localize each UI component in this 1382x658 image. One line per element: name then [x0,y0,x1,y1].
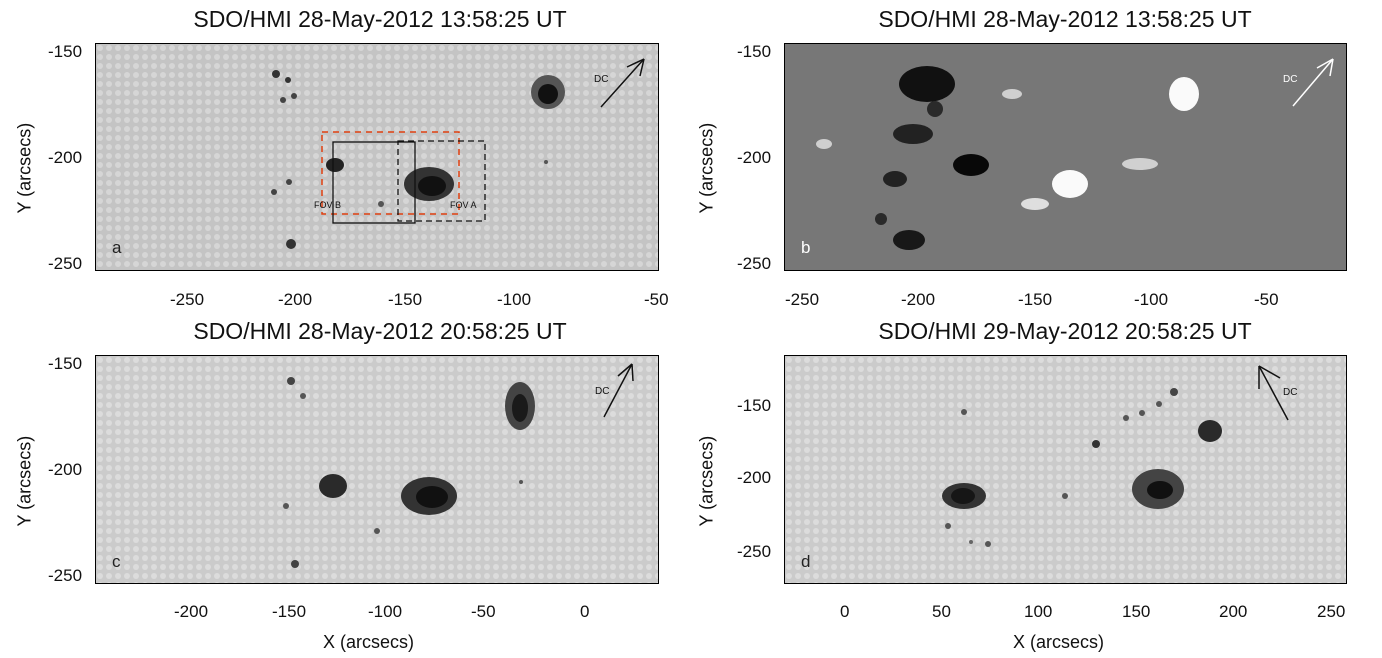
panel-c-xlabel: X (arcsecs) [323,632,415,652]
panel-c-ytick: -250 [48,566,83,585]
panel-a-image: DC FOV B FOV A a [95,43,659,271]
panel-b-xtick: -50 [1254,290,1279,309]
panel-a-ytick: -200 [48,148,83,167]
panel-a-letter: a [112,238,122,257]
panel-a-title: SDO/HMI 28-May-2012 13:58:25 UT [193,6,567,32]
panel-d-ytick: -250 [737,542,772,561]
panel-c-xtick: -150 [272,602,307,621]
panel-d-xtick: 50 [932,602,951,621]
panel-b-xtick: -150 [1018,290,1053,309]
panel-d-ylabel: Y (arcsecs) [696,435,717,527]
panel-b-ytick: -200 [737,148,772,167]
panel-b-dc-label: DC [1283,74,1298,85]
panel-c-sunspots [96,356,658,583]
panel-c-image: DC c [95,355,659,584]
panel-b-xtick: -200 [901,290,936,309]
panel-d-xtick: 150 [1122,602,1151,621]
panel-c-title: SDO/HMI 28-May-2012 20:58:25 UT [193,318,567,344]
panel-d-xlabel: X (arcsecs) [1013,632,1105,652]
panel-b-letter: b [801,238,811,257]
panel-d-dc-label: DC [1283,387,1298,398]
panel-a-xtick: -50 [644,290,669,309]
panel-b-xtick: -250 [785,290,820,309]
panel-d-ytick: -150 [737,396,772,415]
panel-a-ytick: -250 [48,254,83,273]
panel-b-ytick: -250 [737,254,772,273]
panel-a-fov-a-label: FOV A [450,200,477,210]
panel-c-ylabel: Y (arcsecs) [14,435,35,527]
panel-a-ytick: -150 [48,42,83,61]
panel-b-magnetogram [785,44,1346,270]
panel-c-letter: c [112,552,121,571]
panel-d-xtick: 200 [1219,602,1248,621]
panel-c-xtick: -50 [471,602,496,621]
panel-a-ylabel: Y (arcsecs) [14,122,35,214]
panel-c-xtick: -200 [174,602,209,621]
panel-d-ytick: -200 [737,468,772,487]
panel-a-xtick: -100 [497,290,532,309]
panel-d-sunspots [785,356,1346,583]
panel-b-image: DC b [784,43,1347,271]
panel-b-ytick: -150 [737,42,772,61]
panel-b-title: SDO/HMI 28-May-2012 13:58:25 UT [878,6,1252,32]
panel-c-ytick: -200 [48,460,83,479]
panel-a-fov-b-label: FOV B [314,200,342,210]
panel-d-xtick: 0 [840,602,850,621]
panel-b-xtick: -100 [1134,290,1169,309]
panel-d-title: SDO/HMI 29-May-2012 20:58:25 UT [878,318,1252,344]
panel-c-xtick: -100 [368,602,403,621]
panel-d-xtick: 100 [1024,602,1053,621]
panel-d-letter: d [801,552,811,571]
panel-b-ylabel: Y (arcsecs) [696,122,717,214]
panel-a-xtick: -150 [388,290,423,309]
panel-a-xtick: -250 [170,290,205,309]
panel-a-xtick: -200 [278,290,313,309]
panel-a-sunspots [96,44,658,270]
panel-c-dc-label: DC [595,386,610,397]
panel-d-xtick: 250 [1317,602,1346,621]
panel-c-ytick: -150 [48,354,83,373]
panel-a-dc-label: DC [594,74,609,85]
panel-d-image: DC d [784,355,1347,584]
panel-c-xtick: 0 [580,602,590,621]
